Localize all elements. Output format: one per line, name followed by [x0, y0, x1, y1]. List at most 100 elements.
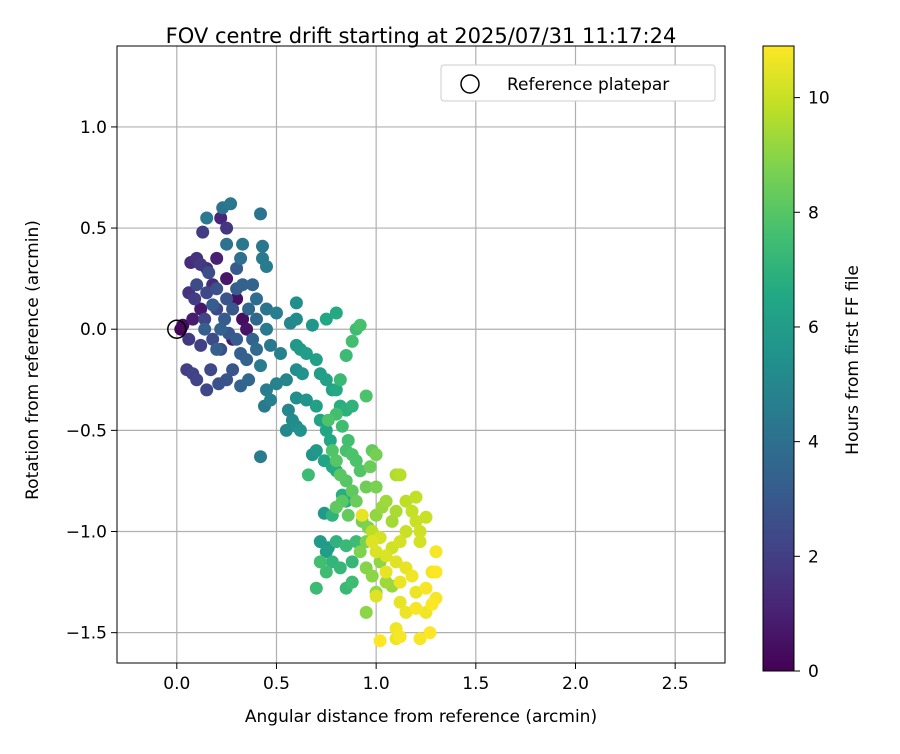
data-point	[319, 565, 333, 579]
data-point	[210, 251, 224, 265]
x-tick-label: 1.5	[462, 674, 489, 694]
data-point	[230, 332, 244, 346]
data-point	[270, 306, 283, 320]
data-point	[385, 514, 399, 528]
data-point	[254, 359, 267, 373]
data-point	[353, 318, 367, 332]
data-point	[345, 575, 359, 589]
data-point	[254, 450, 267, 464]
data-point	[339, 539, 353, 553]
legend-marker-open-circle	[460, 74, 480, 94]
data-point	[236, 278, 250, 292]
data-point	[409, 490, 423, 504]
data-point	[293, 423, 307, 437]
data-point	[210, 282, 224, 296]
colorbar-tick-label: 8	[808, 203, 819, 223]
data-point	[379, 565, 393, 579]
data-point	[349, 535, 363, 549]
data-point	[359, 389, 373, 403]
data-point	[413, 632, 427, 646]
data-point	[333, 373, 347, 387]
data-point	[373, 634, 387, 648]
y-axis-label: Rotation from reference (arcmin)	[23, 220, 43, 500]
data-point	[198, 312, 212, 326]
data-point	[186, 312, 200, 326]
data-point	[190, 278, 204, 292]
colorbar-tick-label: 4	[808, 433, 819, 453]
legend: Reference platepar	[440, 64, 716, 102]
data-point	[379, 575, 393, 589]
colorbar: 0 2 4 6 8 10 Hours from first FF file	[762, 45, 863, 682]
data-point	[319, 423, 333, 437]
data-point	[393, 575, 407, 589]
data-point	[341, 434, 355, 447]
data-point	[429, 565, 443, 579]
x-tick-label: 2.5	[662, 674, 689, 694]
data-point	[393, 468, 407, 482]
data-point	[220, 373, 234, 387]
data-point	[256, 239, 269, 253]
y-tick-label: −0.5	[66, 421, 107, 441]
y-axis-ticks: 1.0 0.5 0.0 −0.5 −1.0 −1.5	[66, 118, 117, 644]
data-point	[389, 555, 403, 569]
data-point	[305, 318, 319, 332]
data-point	[299, 347, 313, 360]
y-tick-label: −1.0	[66, 523, 107, 543]
legend-box	[440, 64, 716, 102]
colorbar-tick-label: 6	[808, 318, 819, 338]
data-point	[260, 260, 273, 273]
data-point	[299, 393, 313, 407]
data-point	[281, 403, 295, 417]
data-point	[250, 342, 263, 356]
colorbar-label: Hours from first FF file	[843, 265, 863, 455]
data-point	[429, 545, 443, 559]
reference-platepar-marker	[167, 319, 187, 339]
data-point	[214, 211, 228, 225]
data-point	[242, 373, 256, 387]
data-point	[363, 460, 377, 474]
data-point	[379, 549, 393, 563]
data-point	[260, 383, 273, 397]
data-point	[355, 508, 369, 522]
data-point	[333, 468, 347, 482]
data-point	[246, 278, 260, 292]
data-point	[220, 221, 234, 235]
data-point	[319, 373, 333, 387]
data-point	[369, 448, 383, 462]
data-point	[329, 500, 343, 514]
data-point	[405, 504, 419, 518]
data-point	[190, 373, 204, 387]
data-point	[260, 322, 273, 336]
data-point	[365, 535, 379, 549]
colorbar-tick-label: 10	[808, 89, 830, 109]
data-point	[379, 494, 393, 508]
data-point	[226, 363, 240, 377]
data-point	[389, 504, 403, 518]
data-point	[425, 597, 439, 611]
chart-title: FOV centre drift starting at 2025/07/31 …	[166, 24, 677, 48]
data-point	[264, 393, 277, 407]
data-point	[226, 302, 240, 316]
legend-label: Reference platepar	[507, 75, 669, 95]
data-point	[345, 334, 359, 348]
data-point	[329, 535, 343, 549]
data-point	[196, 225, 210, 239]
data-point	[264, 338, 277, 352]
data-point	[313, 555, 327, 569]
data-point	[393, 595, 407, 609]
data-point	[359, 480, 373, 494]
data-point	[353, 545, 367, 559]
data-point	[349, 494, 363, 508]
data-point	[198, 322, 212, 336]
data-point	[279, 373, 293, 387]
data-point	[359, 605, 373, 619]
data-point	[242, 302, 256, 316]
x-axis-ticks: 0.0 0.5 1.0 1.5 2.0 2.5	[163, 663, 689, 694]
data-point	[309, 353, 323, 367]
data-point	[399, 605, 413, 619]
data-point	[240, 322, 254, 336]
data-point	[413, 535, 427, 549]
data-point	[250, 312, 263, 326]
colorbar-ticks: 0 2 4 6 8 10	[794, 89, 830, 682]
data-point	[301, 468, 315, 482]
